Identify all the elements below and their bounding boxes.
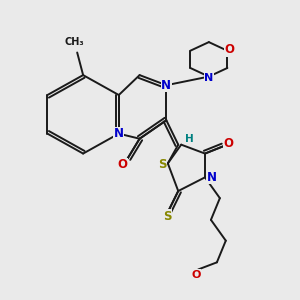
Text: N: N (204, 73, 214, 83)
Text: O: O (223, 137, 233, 150)
Text: N: N (206, 171, 217, 184)
Text: O: O (191, 270, 200, 280)
Text: S: S (163, 210, 171, 223)
Text: H: H (185, 134, 194, 144)
Text: O: O (225, 43, 235, 56)
Text: N: N (114, 127, 124, 140)
Text: S: S (158, 158, 167, 171)
Text: CH₃: CH₃ (64, 37, 84, 47)
Text: O: O (117, 158, 128, 171)
Text: N: N (161, 79, 171, 92)
